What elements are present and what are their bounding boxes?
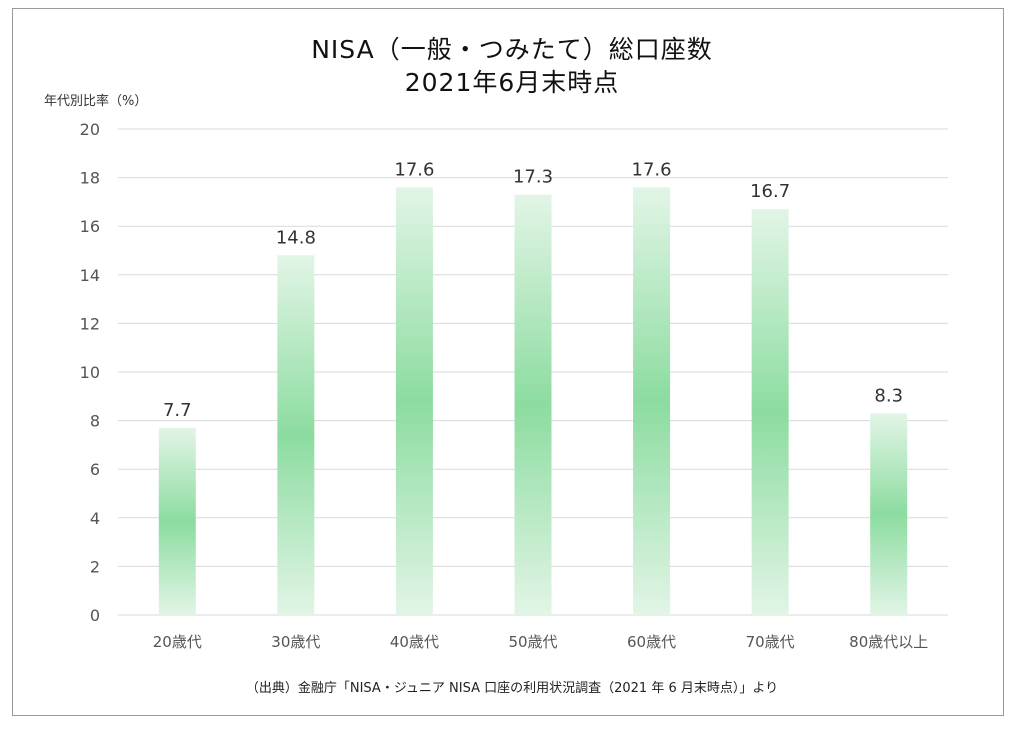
bar <box>633 187 671 615</box>
bar <box>870 413 908 615</box>
x-tick-label: 60歳代 <box>627 633 676 651</box>
x-tick-label: 20歳代 <box>153 633 202 651</box>
x-tick-label: 80歳代以上 <box>849 633 928 651</box>
bars <box>158 187 908 616</box>
y-tick-label: 14 <box>80 266 100 285</box>
bar <box>277 255 315 616</box>
y-tick-label: 6 <box>90 460 100 479</box>
labels: 0 2 4 6 8 10 12 14 16 18 20 7.7 20歳代 14.8 30歳代 17.6 40歳代… <box>80 120 929 651</box>
y-tick-label: 8 <box>90 412 100 431</box>
data-label: 7.7 <box>163 400 192 421</box>
bar <box>751 209 789 615</box>
data-label: 17.6 <box>394 159 434 180</box>
data-label: 16.7 <box>750 181 790 202</box>
y-tick-label: 10 <box>80 363 100 382</box>
y-tick-label: 16 <box>80 217 100 236</box>
data-label: 17.6 <box>632 159 672 180</box>
source-note: （出典）金融庁「NISA・ジュニア NISA 口座の利用状況調査（2021 年 … <box>245 681 779 696</box>
chart-title: NISA（一般・つみたて）総口座数 <box>311 35 713 64</box>
x-tick-label: 70歳代 <box>746 633 795 651</box>
x-tick-label: 40歳代 <box>390 633 439 651</box>
y-tick-label: 12 <box>80 314 100 333</box>
x-tick-label: 30歳代 <box>271 633 320 651</box>
y-tick-label: 2 <box>90 557 100 576</box>
y-tick-label: 0 <box>90 606 100 625</box>
data-label: 8.3 <box>874 385 903 406</box>
data-label: 14.8 <box>276 227 316 248</box>
y-tick-label: 18 <box>80 169 100 188</box>
y-tick-label: 4 <box>90 509 100 528</box>
bar <box>158 427 196 615</box>
y-tick-label: 20 <box>80 120 100 139</box>
y-axis-label: 年代別比率（%） <box>44 94 148 109</box>
bar <box>395 187 433 615</box>
data-label: 17.3 <box>513 167 553 188</box>
x-tick-label: 50歳代 <box>508 633 557 651</box>
bar <box>514 194 552 616</box>
chart-subtitle: 2021年6月末時点 <box>404 68 620 97</box>
